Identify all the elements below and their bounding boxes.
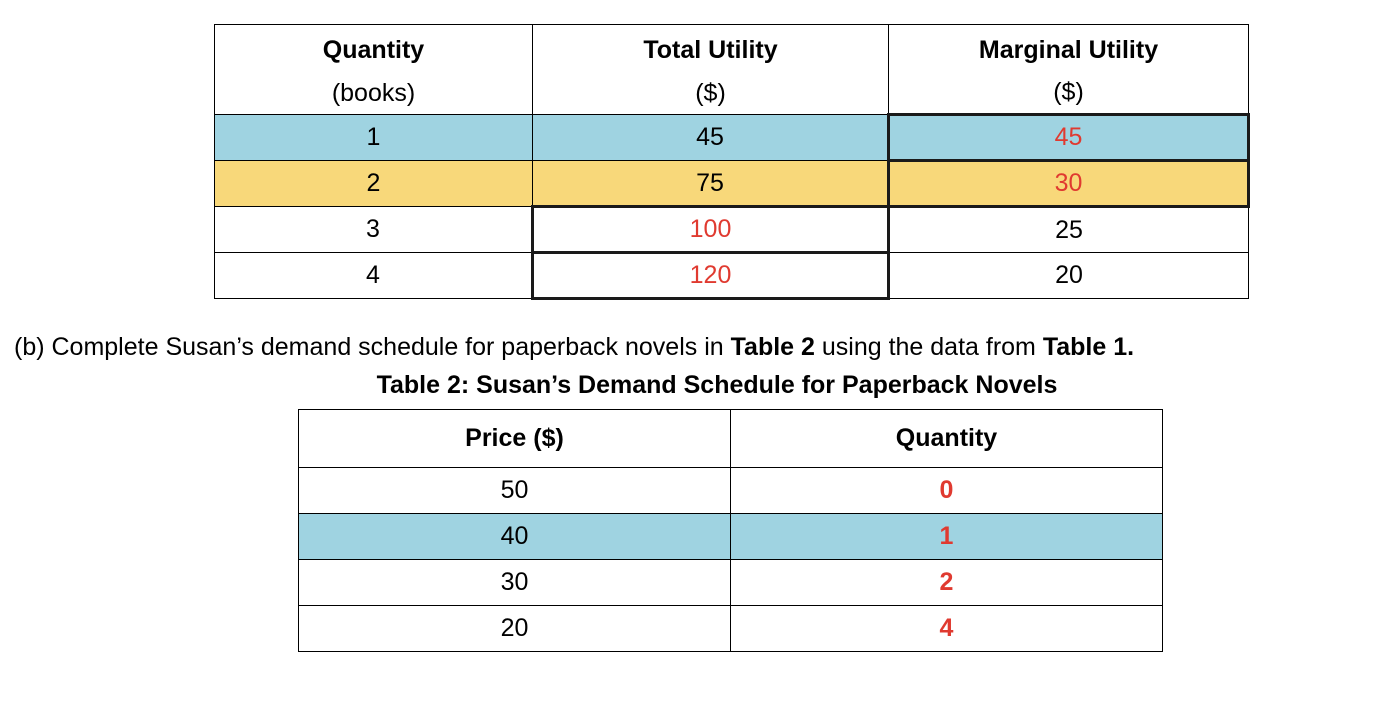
instruction-middle: using the data from [814,333,1043,361]
table-row: 30 2 [298,559,1163,606]
unit-total-utility: ($) [532,72,889,115]
quantity-cell: 1 [214,114,533,161]
header-marginal-utility: Marginal Utility [888,24,1249,73]
table-row: 4 120 20 [214,251,1249,300]
unit-marginal-utility: ($) [888,72,1249,115]
table2-title: Table 2: Susan’s Demand Schedule for Pap… [376,371,1058,399]
table2-reference: Table 2 [730,333,815,361]
table-row: 50 0 [298,467,1163,514]
utility-table-unit-row: (books) ($) ($) [214,72,1249,115]
total-utility-answer-cell: 100 [531,205,890,254]
quantity-cell: 4 [214,252,533,299]
quantity-cell: 2 [214,160,533,207]
demand-schedule-table: Price ($) Quantity 50 0 40 1 30 2 20 4 [298,409,1163,652]
instruction-prefix: (b) Complete Susan’s demand schedule for… [14,333,731,361]
quantity-answer-cell: 4 [730,605,1163,652]
table-row: 2 75 30 [214,159,1250,208]
table-row: 40 1 [298,513,1163,560]
quantity-answer-cell: 1 [730,513,1163,560]
demand-table-header-row: Price ($) Quantity [298,409,1163,468]
header-total-utility: Total Utility [532,24,889,73]
price-cell: 40 [298,513,731,560]
header-quantity: Quantity [730,409,1163,468]
total-utility-answer-cell: 120 [531,251,890,300]
price-cell: 30 [298,559,731,606]
marginal-utility-cell: 25 [888,206,1249,253]
unit-quantity: (books) [214,72,533,115]
table-row: 3 100 25 [214,205,1249,254]
total-utility-cell: 75 [532,160,889,207]
quantity-answer-cell: 0 [730,467,1163,514]
utility-table-header-row: Quantity Total Utility Marginal Utility [214,24,1249,73]
table1-reference: Table 1. [1042,333,1135,361]
total-utility-cell: 45 [532,114,889,161]
price-cell: 20 [298,605,731,652]
header-quantity: Quantity [214,24,533,73]
marginal-utility-answer-cell: 45 [887,113,1250,162]
table-row: 20 4 [298,605,1163,652]
question-b-instruction: (b) Complete Susan’s demand schedule for… [14,333,1134,362]
table-row: 1 45 45 [214,113,1250,162]
marginal-utility-answer-cell: 30 [887,159,1250,208]
quantity-answer-cell: 2 [730,559,1163,606]
price-cell: 50 [298,467,731,514]
marginal-utility-cell: 20 [888,252,1249,299]
header-price: Price ($) [298,409,731,468]
quantity-cell: 3 [214,206,533,253]
utility-table: Quantity Total Utility Marginal Utility … [214,24,1250,300]
